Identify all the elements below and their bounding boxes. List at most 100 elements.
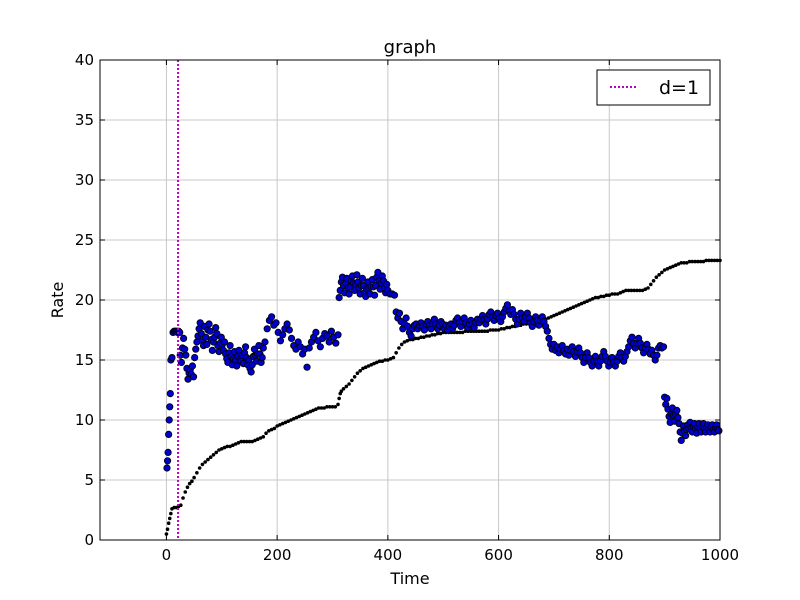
data-point-cumulative: [200, 462, 205, 467]
data-point-cumulative: [676, 262, 681, 266]
data-point-rate: [682, 431, 690, 440]
data-point-cumulative: [314, 407, 318, 412]
data-point-rate: [247, 368, 255, 376]
data-point-cumulative: [361, 366, 365, 371]
data-point-rate: [163, 464, 171, 472]
data-point-cumulative: [707, 258, 711, 263]
x-tick-label: 1000: [701, 546, 739, 564]
data-point-cumulative: [391, 355, 396, 360]
y-axis-label: Rate: [48, 282, 67, 319]
data-point-cumulative: [577, 303, 581, 307]
data-point-cumulative: [485, 329, 490, 334]
data-point-cumulative: [325, 405, 329, 409]
data-point-cumulative: [419, 335, 423, 340]
data-point-cumulative: [239, 439, 243, 444]
data-point-rate: [407, 332, 415, 340]
data-point-rate: [345, 290, 353, 298]
data-point-cumulative: [231, 443, 235, 448]
data-point-cumulative: [264, 431, 268, 436]
data-point-cumulative: [300, 413, 304, 418]
data-point-cumulative: [640, 288, 645, 293]
data-point-cumulative: [458, 330, 462, 335]
data-point-cumulative: [712, 258, 717, 263]
data-point-rate: [312, 328, 320, 336]
data-point-cumulative: [618, 291, 623, 295]
data-point-cumulative: [355, 371, 360, 376]
data-point-cumulative: [283, 420, 288, 425]
data-point-rate: [659, 343, 668, 351]
x-tick-label: 200: [263, 546, 292, 564]
data-point-cumulative: [668, 265, 672, 270]
data-point-cumulative: [211, 453, 216, 457]
data-point-cumulative: [599, 294, 603, 299]
data-point-cumulative: [469, 329, 473, 334]
y-tick-label: 30: [75, 171, 94, 189]
data-point-cumulative: [258, 436, 263, 440]
data-point-cumulative: [480, 329, 484, 334]
data-point-cumulative: [289, 418, 293, 422]
data-point-rate: [165, 430, 173, 438]
data-point-cumulative: [341, 387, 346, 391]
data-point-rate: [305, 344, 313, 352]
y-tick-label: 40: [75, 51, 94, 69]
data-point-cumulative: [477, 329, 481, 334]
y-tick-label: 20: [75, 291, 94, 309]
data-point-cumulative: [330, 405, 335, 409]
data-point-cumulative: [560, 310, 565, 314]
data-point-cumulative: [596, 295, 601, 300]
data-point-cumulative: [291, 417, 296, 421]
data-point-cumulative: [322, 406, 326, 410]
x-tick-label: 400: [374, 546, 403, 564]
data-point-rate: [179, 334, 188, 342]
data-point-rate: [332, 339, 340, 347]
data-point-cumulative: [590, 297, 595, 301]
data-point-cumulative: [352, 375, 357, 379]
data-point-rate: [272, 319, 280, 327]
data-point-cumulative: [629, 288, 634, 293]
x-axis-label: Time: [389, 569, 429, 588]
data-point-rate: [283, 320, 291, 328]
data-point-cumulative: [228, 444, 232, 449]
data-point-cumulative: [582, 300, 587, 305]
data-point-cumulative: [660, 270, 664, 275]
data-point-cumulative: [383, 358, 387, 362]
data-point-cumulative: [460, 330, 465, 335]
data-point-cumulative: [693, 259, 697, 264]
data-point-rate: [163, 457, 172, 465]
data-point-cumulative: [684, 261, 689, 265]
data-point-cumulative: [358, 369, 362, 373]
y-tick-label: 25: [75, 231, 94, 249]
data-point-cumulative: [701, 259, 706, 264]
data-point-cumulative: [250, 439, 255, 444]
data-point-cumulative: [673, 263, 678, 268]
chart-title: graph: [384, 37, 437, 58]
data-point-cumulative: [374, 360, 379, 365]
data-point-cumulative: [236, 441, 241, 445]
data-point-cumulative: [181, 496, 185, 500]
data-point-cumulative: [286, 419, 291, 424]
data-point-cumulative: [698, 259, 703, 264]
data-point-cumulative: [613, 292, 617, 296]
data-point-cumulative: [217, 448, 221, 452]
data-point-cumulative: [715, 258, 720, 263]
data-point-cumulative: [165, 527, 170, 531]
data-point-cumulative: [311, 408, 315, 413]
data-point-cumulative: [388, 357, 393, 361]
data-point-cumulative: [280, 421, 285, 426]
data-point-cumulative: [430, 333, 434, 337]
data-point-rate: [258, 353, 266, 362]
data-point-cumulative: [377, 359, 382, 364]
data-point-rate: [192, 345, 200, 353]
data-point-rate: [212, 323, 220, 332]
data-point-cumulative: [337, 396, 341, 401]
data-point-cumulative: [339, 389, 344, 394]
y-tick-label: 0: [84, 531, 94, 549]
data-point-rate: [334, 331, 342, 339]
data-point-cumulative: [267, 429, 271, 433]
data-point-cumulative: [502, 327, 506, 331]
data-point-cumulative: [455, 330, 459, 335]
data-point-cumulative: [568, 306, 573, 311]
data-point-cumulative: [219, 447, 224, 451]
data-point-cumulative: [709, 258, 714, 263]
data-point-cumulative: [682, 261, 686, 265]
